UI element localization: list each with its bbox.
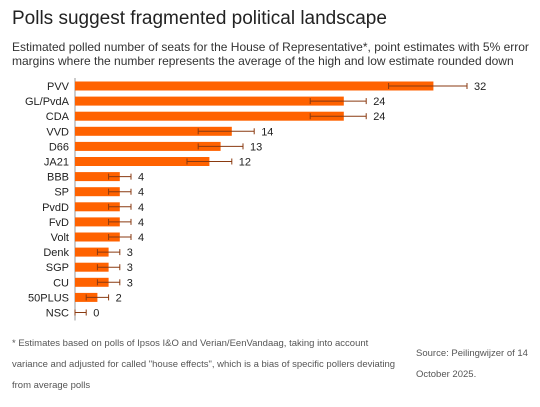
value-label: 12 xyxy=(239,157,251,169)
chart-title: Polls suggest fragmented political lands… xyxy=(12,8,387,29)
category-label: CDA xyxy=(46,111,70,123)
value-label: 3 xyxy=(127,277,133,289)
category-label: JA21 xyxy=(44,157,69,169)
value-label: 0 xyxy=(93,308,99,320)
category-label: FvD xyxy=(49,217,69,229)
category-label: Denk xyxy=(43,247,69,259)
bar xyxy=(75,81,434,91)
value-label: 4 xyxy=(138,217,144,229)
bar xyxy=(75,232,120,242)
bar xyxy=(75,172,120,182)
category-label: NSC xyxy=(46,308,69,320)
bar xyxy=(75,141,221,151)
source-note: Source: Peilingwijzer of 14 October 2025… xyxy=(416,348,528,380)
bar xyxy=(75,157,210,166)
bar xyxy=(75,187,120,197)
chart-subtitle: Estimated polled number of seats for the… xyxy=(12,40,529,68)
bar xyxy=(75,111,344,121)
bar xyxy=(75,217,120,227)
category-label: Volt xyxy=(51,232,69,244)
category-label: BBB xyxy=(47,172,69,184)
value-label: 32 xyxy=(474,81,486,93)
bar xyxy=(75,262,109,272)
value-label: 2 xyxy=(116,292,122,304)
value-label: 4 xyxy=(138,232,144,244)
value-label: 4 xyxy=(138,202,144,214)
category-label: D66 xyxy=(49,141,69,153)
category-label: PvdD xyxy=(42,202,69,214)
value-label: 3 xyxy=(127,247,133,259)
category-label: SGP xyxy=(46,262,69,274)
value-label: 13 xyxy=(250,141,262,153)
bar xyxy=(75,202,120,212)
value-label: 4 xyxy=(138,187,144,199)
value-label: 24 xyxy=(373,96,385,108)
value-label: 14 xyxy=(261,126,273,138)
category-label: SP xyxy=(54,187,69,199)
value-label: 3 xyxy=(127,262,133,274)
bar xyxy=(75,126,232,136)
value-label: 24 xyxy=(373,111,385,123)
bar xyxy=(75,277,109,287)
footnote: * Estimates based on polls of Ipsos I&O … xyxy=(12,338,396,391)
category-label: 50PLUS xyxy=(28,292,69,304)
value-label: 4 xyxy=(138,172,144,184)
category-label: GL/PvdA xyxy=(25,96,70,108)
bar xyxy=(75,247,109,257)
category-label: PVV xyxy=(47,81,70,93)
bar xyxy=(75,96,344,106)
category-label: CU xyxy=(53,277,69,289)
category-label: VVD xyxy=(46,126,69,138)
